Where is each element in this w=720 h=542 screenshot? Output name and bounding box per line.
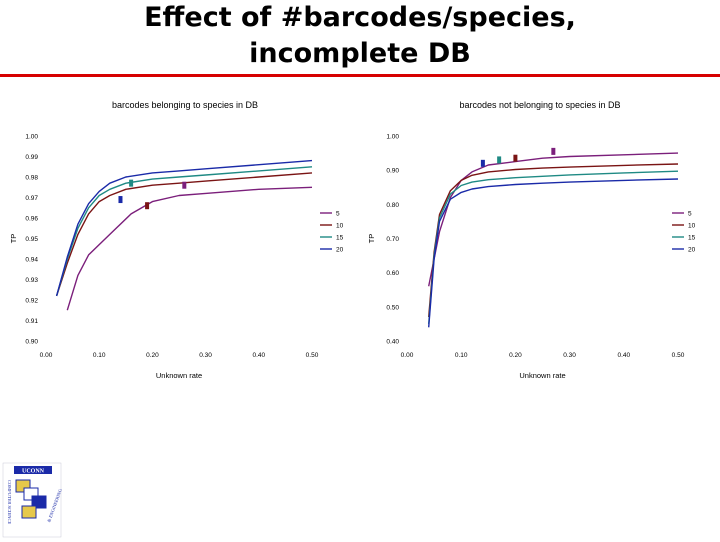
- marker-20: [480, 159, 485, 167]
- uconn-logo: UCONN COMPUTER SCIENCE & ENGINEERING: [2, 462, 63, 538]
- marker-15: [497, 156, 502, 164]
- legend-label-20: 20: [336, 247, 344, 254]
- chart-right: barcodes not belonging to species in DB 0…: [362, 88, 720, 388]
- series-line-10: [55, 172, 313, 297]
- title-divider: [0, 74, 720, 77]
- x-tick-label: 0.40: [617, 352, 630, 359]
- y-tick-label: 0.40: [386, 339, 399, 346]
- y-tick-label: 0.90: [386, 168, 399, 175]
- y-tick-label: 0.97: [25, 195, 38, 202]
- x-axis-label: Unknown rate: [519, 371, 565, 380]
- x-tick-label: 0.20: [146, 352, 159, 359]
- y-axis-label: TP: [367, 234, 376, 244]
- legend-label-15: 15: [688, 235, 696, 242]
- y-tick-label: 0.93: [25, 277, 38, 284]
- legend-label-5: 5: [688, 211, 692, 218]
- marker-5: [551, 147, 556, 155]
- y-tick-label: 0.99: [25, 154, 38, 161]
- y-tick-label: 0.92: [25, 298, 38, 305]
- legend-label-15: 15: [336, 235, 344, 242]
- y-tick-label: 1.00: [25, 134, 38, 141]
- y-tick-label: 0.91: [25, 318, 38, 325]
- series-line-10: [428, 163, 679, 318]
- chart-title: barcodes not belonging to species in DB: [459, 100, 620, 110]
- x-tick-label: 0.30: [563, 352, 576, 359]
- x-tick-label: 0.00: [40, 352, 53, 359]
- chart-svg-0: barcodes belonging to species in DB0.900…: [9, 100, 344, 380]
- y-tick-label: 0.60: [386, 270, 399, 277]
- x-tick-label: 0.20: [509, 352, 522, 359]
- legend-label-5: 5: [336, 211, 340, 218]
- series-line-20: [55, 159, 313, 297]
- y-tick-label: 0.50: [386, 304, 399, 311]
- y-tick-label: 1.00: [386, 134, 399, 141]
- marker-10: [145, 202, 150, 210]
- x-tick-label: 0.10: [455, 352, 468, 359]
- x-tick-label: 0.10: [93, 352, 106, 359]
- y-tick-label: 0.70: [386, 236, 399, 243]
- x-tick-label: 0.00: [401, 352, 414, 359]
- x-tick-label: 0.30: [199, 352, 212, 359]
- chart-title: barcodes belonging to species in DB: [112, 100, 258, 110]
- y-tick-label: 0.80: [386, 202, 399, 209]
- legend-label-10: 10: [688, 223, 696, 230]
- slide-title: Effect of #barcodes/species, incomplete …: [0, 0, 720, 72]
- logo-arc-left: COMPUTER SCIENCE: [7, 480, 12, 525]
- y-axis-label: TP: [9, 234, 18, 244]
- chart-left: barcodes belonging to species in DB 0.90 0…: [0, 88, 362, 388]
- marker-15: [129, 179, 134, 187]
- x-tick-label: 0.50: [672, 352, 685, 359]
- marker-5: [182, 181, 187, 189]
- series-line-5: [428, 152, 679, 287]
- y-tick-label: 0.90: [25, 339, 38, 346]
- legend-label-10: 10: [336, 223, 344, 230]
- x-axis-label: Unknown rate: [156, 371, 202, 380]
- chart-svg-1: barcodes not belonging to species in DB 0…: [367, 100, 696, 380]
- y-tick-label: 0.96: [25, 216, 38, 223]
- y-tick-label: 0.95: [25, 236, 38, 243]
- slide-title-line-1: Effect of #barcodes/species,: [144, 2, 576, 33]
- series-line-15: [428, 170, 679, 324]
- legend-label-20: 20: [688, 247, 696, 254]
- y-tick-label: 0.94: [25, 257, 38, 264]
- x-tick-label: 0.50: [306, 352, 319, 359]
- x-tick-label: 0.40: [252, 352, 265, 359]
- marker-10: [513, 154, 518, 162]
- series-line-15: [55, 166, 313, 297]
- series-line-20: [428, 178, 679, 328]
- y-tick-label: 0.98: [25, 175, 38, 182]
- slide-title-line-2: incomplete DB: [249, 38, 471, 69]
- series-line-5: [66, 186, 313, 311]
- logo-label-top: UCONN: [22, 469, 45, 475]
- marker-20: [118, 196, 123, 204]
